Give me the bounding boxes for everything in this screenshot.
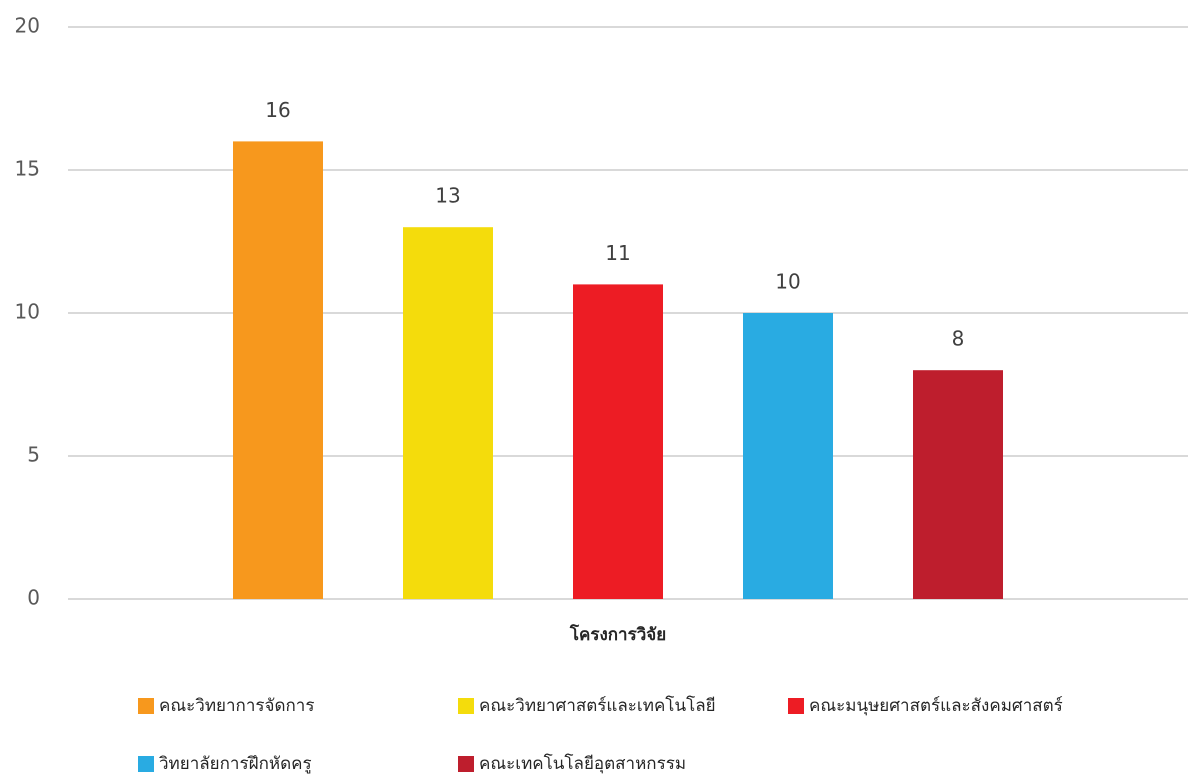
data-label: 10 bbox=[775, 270, 800, 294]
bar bbox=[913, 370, 1003, 599]
x-tick-label: โครงการวิจัย bbox=[569, 624, 666, 645]
bar bbox=[403, 227, 493, 599]
legend-swatch bbox=[138, 698, 154, 714]
legend-label: คณะมนุษยศาสตร์และสังคมศาสตร์ bbox=[809, 696, 1063, 716]
data-label: 16 bbox=[265, 98, 290, 122]
legend-swatch bbox=[458, 756, 474, 772]
y-tick-label: 15 bbox=[15, 157, 40, 181]
legend-label: วิทยาลัยการฝึกหัดครู bbox=[159, 754, 312, 774]
bar bbox=[573, 284, 663, 599]
y-tick-label: 0 bbox=[27, 586, 40, 610]
legend-swatch bbox=[138, 756, 154, 772]
y-tick-label: 5 bbox=[27, 443, 40, 467]
bar bbox=[233, 141, 323, 599]
bar bbox=[743, 313, 833, 599]
data-label: 8 bbox=[952, 327, 965, 351]
y-tick-label: 20 bbox=[15, 14, 40, 38]
legend-label: คณะวิทยาการจัดการ bbox=[159, 696, 314, 716]
legend-label: คณะเทคโนโลยีอุตสาหกรรม bbox=[479, 753, 686, 774]
legend-swatch bbox=[788, 698, 804, 714]
legend-label: คณะวิทยาศาสตร์และเทคโนโลยี bbox=[479, 695, 716, 716]
y-tick-label: 10 bbox=[15, 300, 40, 324]
data-label: 11 bbox=[605, 241, 630, 265]
legend-swatch bbox=[458, 698, 474, 714]
data-label: 13 bbox=[435, 184, 460, 208]
